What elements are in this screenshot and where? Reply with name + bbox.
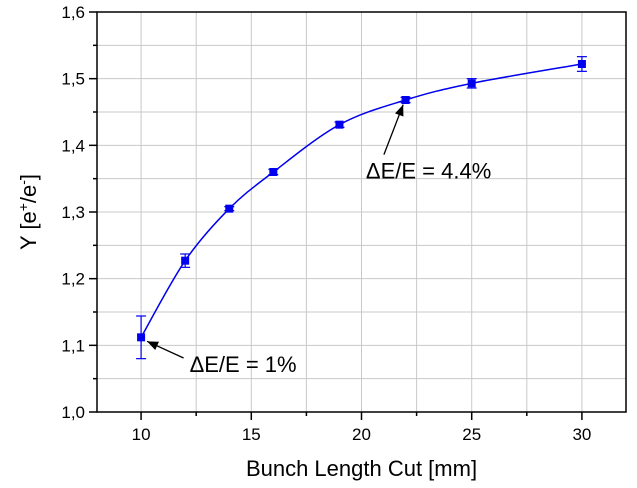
y-tick-label: 1,6 [61, 3, 85, 22]
data-point [335, 120, 344, 129]
x-tick-label: 10 [132, 425, 151, 444]
y-tick-label: 1,2 [61, 270, 85, 289]
annotation-label: ΔE/E = 4.4% [366, 159, 491, 184]
y-tick-label: 1,3 [61, 203, 85, 222]
annotation-arrow-head [147, 341, 159, 350]
y-tick-label: 1,0 [61, 403, 85, 422]
x-tick-label: 20 [352, 425, 371, 444]
grid [97, 12, 626, 412]
y-tick-label: 1,1 [61, 336, 85, 355]
axes: 10 15 20 25 30 1,0 1,1 1,2 1,3 1,4 1,5 1,6 [61, 3, 627, 444]
y-axis-title: Y [e+/e-] [15, 174, 41, 250]
annotation-label: ΔE/E = 1% [190, 352, 297, 377]
data-point [577, 60, 586, 68]
y-tick-label: 1,4 [61, 136, 85, 155]
x-tick-label: 15 [242, 425, 261, 444]
x-axis-title: Bunch Length Cut [mm] [246, 456, 477, 481]
x-tick-label: 25 [462, 425, 481, 444]
x-tick-label: 30 [572, 425, 591, 444]
y-tick-label: 1,5 [61, 70, 85, 89]
data-point [269, 168, 278, 176]
annotations: ΔE/E = 1% ΔE/E = 4.4% [146, 104, 491, 377]
data-points [136, 56, 587, 360]
data-point [467, 79, 476, 88]
data-point [225, 204, 234, 213]
data-point [181, 256, 190, 265]
data-point [401, 96, 410, 104]
data-point [137, 333, 146, 342]
annotation-arrow-head [395, 104, 404, 117]
